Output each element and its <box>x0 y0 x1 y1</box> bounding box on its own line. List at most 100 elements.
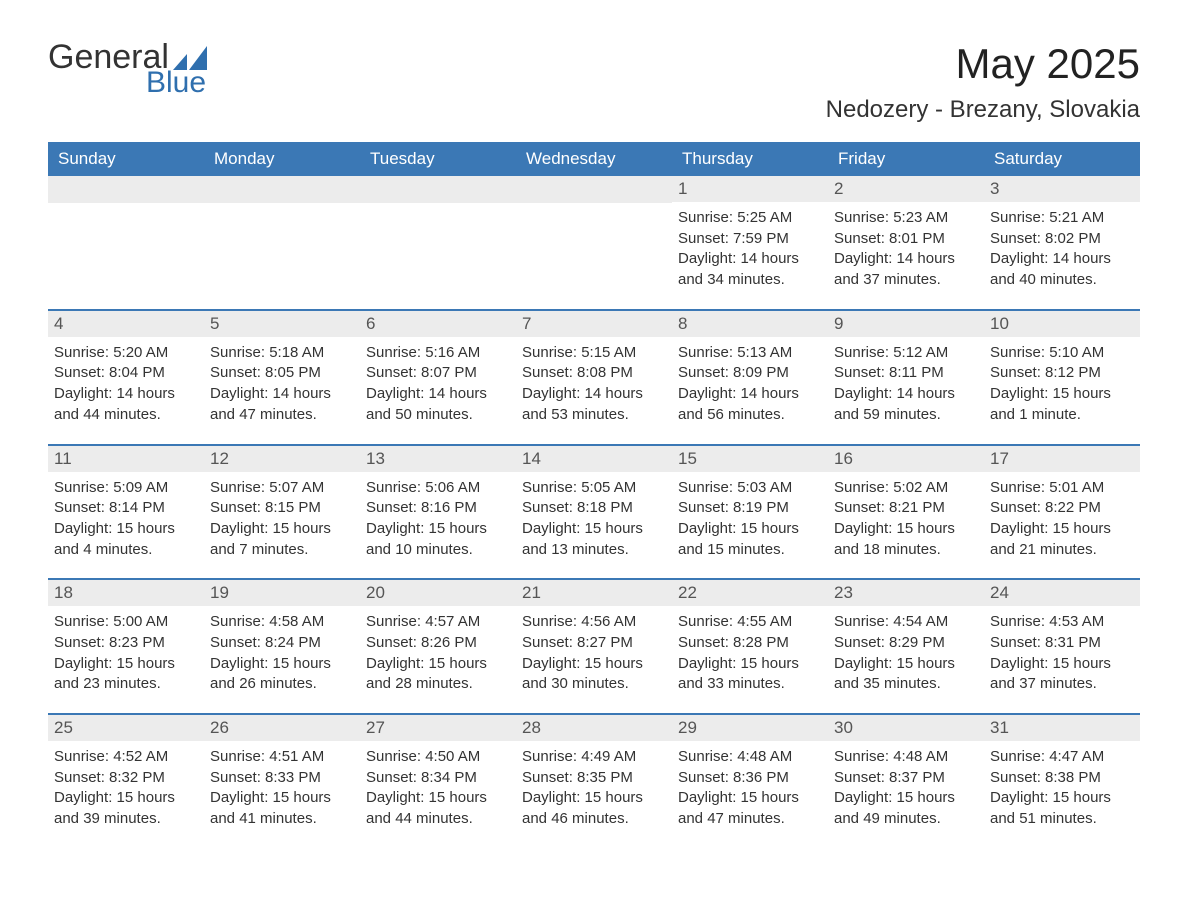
sunrise-line: Sunrise: 4:54 AM <box>834 612 978 633</box>
day-cell: 17Sunrise: 5:01 AMSunset: 8:22 PMDayligh… <box>984 446 1140 579</box>
weeks-container: 1Sunrise: 5:25 AMSunset: 7:59 PMDaylight… <box>48 176 1140 848</box>
header: General Blue May 2025 Nedozery - Brezany… <box>48 40 1140 124</box>
day-details: Sunrise: 5:21 AMSunset: 8:02 PMDaylight:… <box>990 208 1134 291</box>
day-details: Sunrise: 4:53 AMSunset: 8:31 PMDaylight:… <box>990 612 1134 695</box>
daylight-line: Daylight: 15 hours and 51 minutes. <box>990 788 1134 829</box>
day-number: 18 <box>48 580 204 606</box>
day-details: Sunrise: 5:06 AMSunset: 8:16 PMDaylight:… <box>366 478 510 561</box>
sunrise-line: Sunrise: 4:51 AM <box>210 747 354 768</box>
sunset-line: Sunset: 8:22 PM <box>990 498 1134 519</box>
day-details: Sunrise: 5:18 AMSunset: 8:05 PMDaylight:… <box>210 343 354 426</box>
day-number: 20 <box>360 580 516 606</box>
day-details: Sunrise: 5:23 AMSunset: 8:01 PMDaylight:… <box>834 208 978 291</box>
day-cell: 7 Sunrise: 5:15 AMSunset: 8:08 PMDaylight… <box>516 311 672 444</box>
day-number: 31 <box>984 715 1140 741</box>
week-row: 4Sunrise: 5:20 AMSunset: 8:04 PMDaylight… <box>48 309 1140 444</box>
week-row: 18 Sunrise: 5:00 AMSunset: 8:23 PMDayligh… <box>48 578 1140 713</box>
day-details: Sunrise: 5:05 AMSunset: 8:18 PMDaylight:… <box>522 478 666 561</box>
sunrise-line: Sunrise: 5:03 AM <box>678 478 822 499</box>
day-number: 21 <box>516 580 672 606</box>
day-cell: 11Sunrise: 5:09 AMSunset: 8:14 PMDayligh… <box>48 446 204 579</box>
day-details: Sunrise: 4:48 AMSunset: 8:37 PMDaylight:… <box>834 747 978 830</box>
day-cell: 29Sunrise: 4:48 AMSunset: 8:36 PMDayligh… <box>672 715 828 848</box>
title-block: May 2025 Nedozery - Brezany, Slovakia <box>826 40 1140 124</box>
daylight-line: Daylight: 14 hours and 34 minutes. <box>678 249 822 290</box>
dow-cell: Thursday <box>672 142 828 176</box>
day-details: Sunrise: 5:15 AMSunset: 8:08 PMDaylight:… <box>522 343 666 426</box>
sunrise-line: Sunrise: 5:09 AM <box>54 478 198 499</box>
daylight-line: Daylight: 15 hours and 46 minutes. <box>522 788 666 829</box>
page-title: May 2025 <box>826 40 1140 88</box>
day-number: 29 <box>672 715 828 741</box>
sunset-line: Sunset: 8:16 PM <box>366 498 510 519</box>
day-details: Sunrise: 5:00 AMSunset: 8:23 PMDaylight:… <box>54 612 198 695</box>
daylight-line: Daylight: 14 hours and 59 minutes. <box>834 384 978 425</box>
sunrise-line: Sunrise: 4:50 AM <box>366 747 510 768</box>
day-number: 26 <box>204 715 360 741</box>
week-row: 25Sunrise: 4:52 AMSunset: 8:32 PMDayligh… <box>48 713 1140 848</box>
sunrise-line: Sunrise: 4:52 AM <box>54 747 198 768</box>
day-cell: 27Sunrise: 4:50 AMSunset: 8:34 PMDayligh… <box>360 715 516 848</box>
sunset-line: Sunset: 8:18 PM <box>522 498 666 519</box>
day-cell: 5Sunrise: 5:18 AMSunset: 8:05 PMDaylight… <box>204 311 360 444</box>
day-cell: 8Sunrise: 5:13 AMSunset: 8:09 PMDaylight… <box>672 311 828 444</box>
dow-cell: Monday <box>204 142 360 176</box>
daylight-line: Daylight: 14 hours and 37 minutes. <box>834 249 978 290</box>
sunset-line: Sunset: 8:38 PM <box>990 768 1134 789</box>
day-cell: 20 Sunrise: 4:57 AMSunset: 8:26 PMDayligh… <box>360 580 516 713</box>
daylight-line: Daylight: 14 hours and 56 minutes. <box>678 384 822 425</box>
sunset-line: Sunset: 8:28 PM <box>678 633 822 654</box>
day-cell: 18 Sunrise: 5:00 AMSunset: 8:23 PMDayligh… <box>48 580 204 713</box>
daylight-line: Daylight: 15 hours and 35 minutes. <box>834 654 978 695</box>
day-number: 16 <box>828 446 984 472</box>
logo-text-blue: Blue <box>146 68 207 98</box>
day-number: 7 <box>516 311 672 337</box>
day-details: Sunrise: 5:03 AMSunset: 8:19 PMDaylight:… <box>678 478 822 561</box>
sunrise-line: Sunrise: 5:18 AM <box>210 343 354 364</box>
daylight-line: Daylight: 15 hours and 7 minutes. <box>210 519 354 560</box>
day-details: Sunrise: 4:50 AMSunset: 8:34 PMDaylight:… <box>366 747 510 830</box>
sunset-line: Sunset: 8:23 PM <box>54 633 198 654</box>
sunset-line: Sunset: 8:37 PM <box>834 768 978 789</box>
day-number: 1 <box>672 176 828 202</box>
daylight-line: Daylight: 15 hours and 23 minutes. <box>54 654 198 695</box>
day-cell: 22Sunrise: 4:55 AMSunset: 8:28 PMDayligh… <box>672 580 828 713</box>
day-details: Sunrise: 5:07 AMSunset: 8:15 PMDaylight:… <box>210 478 354 561</box>
day-number: 11 <box>48 446 204 472</box>
sunset-line: Sunset: 8:32 PM <box>54 768 198 789</box>
day-number: 19 <box>204 580 360 606</box>
daylight-line: Daylight: 14 hours and 47 minutes. <box>210 384 354 425</box>
day-details: Sunrise: 4:57 AMSunset: 8:26 PMDaylight:… <box>366 612 510 695</box>
sunset-line: Sunset: 8:35 PM <box>522 768 666 789</box>
day-details: Sunrise: 4:58 AMSunset: 8:24 PMDaylight:… <box>210 612 354 695</box>
sunrise-line: Sunrise: 4:49 AM <box>522 747 666 768</box>
sunrise-line: Sunrise: 5:12 AM <box>834 343 978 364</box>
sunrise-line: Sunrise: 4:56 AM <box>522 612 666 633</box>
day-number: 28 <box>516 715 672 741</box>
sunrise-line: Sunrise: 4:47 AM <box>990 747 1134 768</box>
sunset-line: Sunset: 8:34 PM <box>366 768 510 789</box>
sunset-line: Sunset: 8:26 PM <box>366 633 510 654</box>
daylight-line: Daylight: 15 hours and 1 minute. <box>990 384 1134 425</box>
daylight-line: Daylight: 15 hours and 47 minutes. <box>678 788 822 829</box>
day-number: 14 <box>516 446 672 472</box>
day-number: 25 <box>48 715 204 741</box>
day-cell: 31 Sunrise: 4:47 AMSunset: 8:38 PMDayligh… <box>984 715 1140 848</box>
day-details: Sunrise: 4:54 AMSunset: 8:29 PMDaylight:… <box>834 612 978 695</box>
day-details: Sunrise: 5:13 AMSunset: 8:09 PMDaylight:… <box>678 343 822 426</box>
dow-cell: Wednesday <box>516 142 672 176</box>
sunset-line: Sunset: 8:01 PM <box>834 229 978 250</box>
day-details: Sunrise: 4:52 AMSunset: 8:32 PMDaylight:… <box>54 747 198 830</box>
logo: General Blue <box>48 40 207 98</box>
sunrise-line: Sunrise: 5:21 AM <box>990 208 1134 229</box>
sunrise-line: Sunrise: 5:02 AM <box>834 478 978 499</box>
sunset-line: Sunset: 8:29 PM <box>834 633 978 654</box>
day-details: Sunrise: 4:51 AMSunset: 8:33 PMDaylight:… <box>210 747 354 830</box>
day-cell <box>48 176 204 309</box>
day-number: 9 <box>828 311 984 337</box>
day-number: 2 <box>828 176 984 202</box>
daylight-line: Daylight: 15 hours and 10 minutes. <box>366 519 510 560</box>
daylight-line: Daylight: 14 hours and 50 minutes. <box>366 384 510 425</box>
daylight-line: Daylight: 15 hours and 28 minutes. <box>366 654 510 695</box>
day-cell <box>516 176 672 309</box>
